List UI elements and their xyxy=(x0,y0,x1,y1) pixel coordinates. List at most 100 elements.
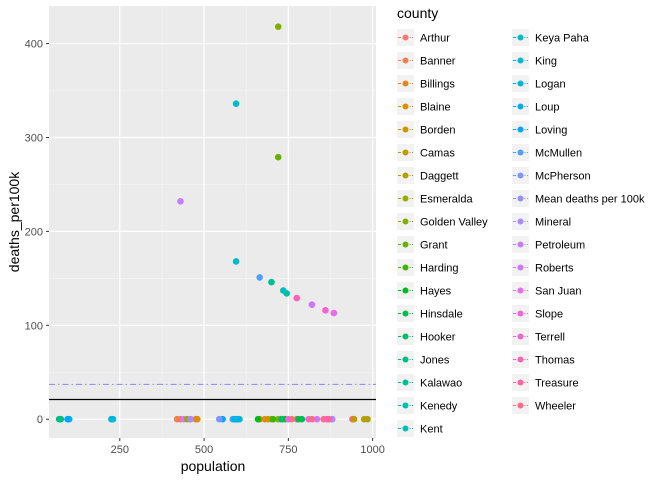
point-petroleum xyxy=(177,198,184,205)
point-keya-paha xyxy=(232,100,240,107)
x-tick-label: 500 xyxy=(195,444,213,456)
point-slope xyxy=(285,415,292,423)
y-axis-ticks: 0 100 200 300 400 xyxy=(25,39,49,426)
legend-key-point xyxy=(402,80,409,87)
panel-background xyxy=(49,6,376,438)
legend-label: Terrell xyxy=(535,332,565,344)
legend-key-point xyxy=(517,172,524,179)
legend-label: Slope xyxy=(535,309,563,321)
legend-key-point xyxy=(517,264,524,271)
legend-label: Thomas xyxy=(535,355,575,367)
legend-key-point xyxy=(517,333,524,340)
legend-key-point xyxy=(402,425,409,432)
legend-key-point xyxy=(517,241,524,248)
legend-label: Roberts xyxy=(535,263,574,275)
legend-key-point xyxy=(402,103,409,110)
legend-label: Golden Valley xyxy=(420,217,488,229)
legend-label: King xyxy=(535,56,557,68)
legend-label: Wheeler xyxy=(535,401,576,413)
point-roberts xyxy=(308,301,316,308)
legend-label: Hooker xyxy=(420,332,456,344)
y-tick-label: 0 xyxy=(37,414,43,426)
major-gridlines xyxy=(49,6,376,438)
legend-key-point xyxy=(402,218,409,225)
legend-key-point xyxy=(402,264,409,271)
y-tick-label: 400 xyxy=(25,39,43,51)
legend-label: Hinsdale xyxy=(420,309,463,321)
point-thomas xyxy=(293,294,301,302)
y-tick-label: 200 xyxy=(25,226,43,238)
legend-key-point xyxy=(517,103,524,110)
legend-key-point xyxy=(402,34,409,41)
y-axis-title: deaths_per100k xyxy=(6,171,22,272)
legend-label: Grant xyxy=(420,240,448,252)
data-points xyxy=(55,23,371,423)
legend-label: Loup xyxy=(535,102,559,114)
point-san-juan xyxy=(330,309,338,317)
legend-label: Hayes xyxy=(420,286,452,298)
legend-label: McMullen xyxy=(535,148,582,160)
point-golden-valley xyxy=(274,23,282,30)
legend-key-point xyxy=(517,34,524,41)
point-king xyxy=(108,415,115,423)
legend-label: Daggett xyxy=(420,171,459,183)
point-harding xyxy=(269,415,277,423)
legend-label: Petroleum xyxy=(535,240,585,252)
legend-label: Camas xyxy=(420,148,455,160)
legend-key-point xyxy=(517,402,524,409)
point-grant xyxy=(274,153,282,161)
reference-lines xyxy=(49,383,376,401)
legend-key-point xyxy=(402,287,409,294)
legend-label: Kenedy xyxy=(420,401,458,413)
legend-key-point xyxy=(402,356,409,363)
legend-label: Jones xyxy=(420,355,450,367)
legend-key-point xyxy=(402,195,409,202)
point-camas xyxy=(350,415,358,423)
point-banner xyxy=(173,415,181,423)
point-terrell xyxy=(322,306,329,314)
point-loving xyxy=(64,415,71,423)
legend-label: Borden xyxy=(420,125,455,137)
legend-label: Kalawao xyxy=(420,378,462,390)
legend-key-point xyxy=(402,126,409,133)
point-daggett xyxy=(364,415,371,423)
legend-key-point xyxy=(517,356,524,363)
point-jones xyxy=(57,415,65,423)
legend-key-point xyxy=(402,149,409,156)
legend-label: Kent xyxy=(420,424,443,436)
legend-label: Harding xyxy=(420,263,459,275)
legend-key-point xyxy=(517,149,524,156)
minor-gridlines xyxy=(49,6,376,438)
x-axis-title: population xyxy=(181,458,246,474)
point-mcpherson xyxy=(215,415,223,423)
point-kent xyxy=(279,287,287,294)
x-tick-label: 250 xyxy=(111,444,129,456)
data-point xyxy=(313,415,321,423)
data-point xyxy=(232,258,240,265)
legend-key-point xyxy=(402,310,409,317)
point-hayes xyxy=(254,415,262,423)
legend-label: Loving xyxy=(535,125,567,137)
legend-key-point xyxy=(402,57,409,64)
legend-key-point xyxy=(402,402,409,409)
legend-key-point xyxy=(517,126,524,133)
y-tick-label: 100 xyxy=(25,320,43,332)
legend-key-point xyxy=(402,379,409,386)
legend-label: Banner xyxy=(420,56,456,68)
x-tick-label: 750 xyxy=(279,444,297,456)
legend-label: Treasure xyxy=(535,378,579,390)
legend-key-point xyxy=(402,333,409,340)
point-mineral xyxy=(187,415,194,423)
legend-key-point xyxy=(517,80,524,87)
point-hinsdale xyxy=(298,415,306,423)
point-kalawao xyxy=(268,278,275,286)
legend-title: county xyxy=(397,5,438,21)
legend-label: Keya Paha xyxy=(535,33,590,45)
point-hooker xyxy=(278,415,285,423)
legend-key-point xyxy=(402,241,409,248)
legend-key-point xyxy=(402,172,409,179)
point-logan xyxy=(231,415,238,423)
point-treasure xyxy=(325,415,333,423)
legend-label: Arthur xyxy=(420,33,450,45)
